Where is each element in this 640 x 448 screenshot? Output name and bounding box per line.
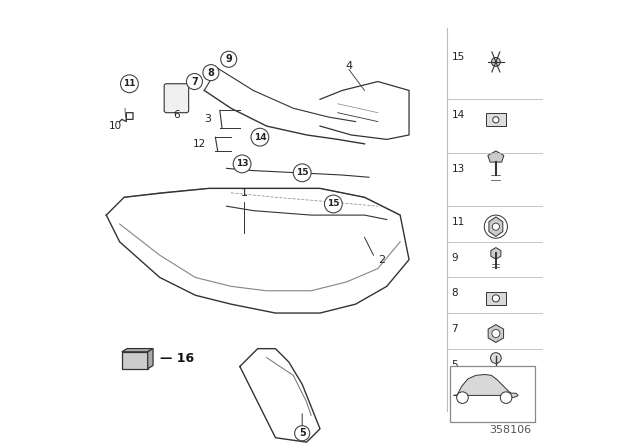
Polygon shape	[488, 151, 504, 162]
Circle shape	[221, 51, 237, 67]
Polygon shape	[491, 248, 501, 259]
Circle shape	[294, 426, 310, 441]
Text: 9: 9	[451, 253, 458, 263]
Text: 3: 3	[204, 114, 211, 125]
Text: 6: 6	[173, 110, 180, 120]
Circle shape	[492, 223, 499, 230]
Circle shape	[492, 295, 499, 302]
Circle shape	[457, 392, 468, 404]
Text: 15: 15	[327, 199, 340, 208]
FancyBboxPatch shape	[486, 113, 506, 126]
Circle shape	[120, 75, 138, 93]
Text: 5: 5	[299, 428, 305, 438]
Text: 15: 15	[296, 168, 308, 177]
Text: 15: 15	[451, 52, 465, 62]
Circle shape	[203, 65, 219, 81]
Circle shape	[293, 164, 311, 182]
Polygon shape	[122, 352, 148, 369]
Text: 9: 9	[225, 54, 232, 64]
Polygon shape	[148, 349, 153, 369]
Circle shape	[500, 392, 512, 404]
Polygon shape	[122, 349, 153, 352]
Polygon shape	[454, 375, 518, 398]
Circle shape	[492, 330, 500, 337]
Polygon shape	[488, 325, 504, 342]
Text: 11: 11	[451, 217, 465, 227]
Circle shape	[493, 116, 499, 123]
Polygon shape	[489, 217, 503, 237]
Circle shape	[233, 155, 251, 173]
Text: 1: 1	[241, 188, 248, 198]
Text: 4: 4	[346, 61, 353, 71]
Circle shape	[186, 73, 202, 90]
Circle shape	[490, 353, 501, 363]
Text: 7: 7	[191, 77, 198, 86]
Text: 14: 14	[253, 133, 266, 142]
Text: 5: 5	[451, 360, 458, 370]
Text: 12: 12	[193, 139, 207, 149]
Text: 358106: 358106	[490, 426, 531, 435]
Text: — 16: — 16	[160, 352, 194, 365]
Text: 2: 2	[378, 254, 385, 265]
Text: 13: 13	[236, 159, 248, 168]
Text: 11: 11	[123, 79, 136, 88]
Text: 8: 8	[207, 68, 214, 78]
Text: 10: 10	[109, 121, 122, 131]
FancyBboxPatch shape	[451, 366, 535, 422]
Text: 14: 14	[451, 110, 465, 121]
Text: 8: 8	[451, 289, 458, 298]
Circle shape	[324, 195, 342, 213]
Text: 13: 13	[451, 164, 465, 174]
FancyBboxPatch shape	[164, 84, 189, 113]
Circle shape	[492, 57, 500, 66]
Text: 7: 7	[451, 324, 458, 334]
FancyBboxPatch shape	[486, 292, 506, 305]
Circle shape	[251, 128, 269, 146]
